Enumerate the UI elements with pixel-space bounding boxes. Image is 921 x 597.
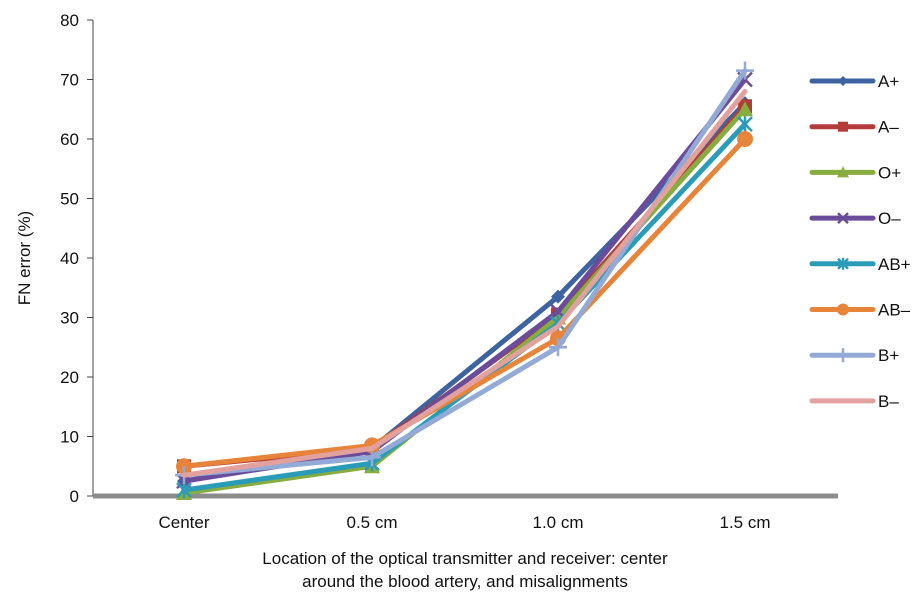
y-tick-label: 80 <box>60 11 79 30</box>
legend-marker <box>837 166 849 178</box>
series-b-pos <box>175 61 754 485</box>
series-line-o-neg <box>181 77 748 484</box>
series-line-b-neg <box>181 88 748 478</box>
y-tick-label: 0 <box>70 487 79 506</box>
legend-item-a-pos: A+ <box>809 72 899 91</box>
legend-marker <box>836 348 850 363</box>
y-tick-label: 50 <box>60 190 79 209</box>
legend-label: AB– <box>878 301 911 320</box>
data-point-b-pos <box>363 448 381 467</box>
y-tick-label: 40 <box>60 249 79 268</box>
x-tick-label: Center <box>158 513 209 532</box>
legend-item-o-pos: O+ <box>809 163 901 182</box>
y-ticks: 0 10 20 30 40 50 60 70 80 <box>60 11 93 506</box>
series-line-ab-neg <box>181 136 748 469</box>
legend-item-o-neg: O– <box>809 209 901 228</box>
x-ticks: Center 0.5 cm 1.0 cm 1.5 cm <box>158 513 770 532</box>
legend-marker <box>838 121 848 132</box>
data-point-o-pos <box>737 101 753 117</box>
legend-marker <box>838 76 848 86</box>
data-point-ab-pos <box>737 116 753 133</box>
y-tick-label: 20 <box>60 368 79 387</box>
y-axis-title: FN error (%) <box>15 211 34 305</box>
series-line-b-pos <box>181 68 748 478</box>
legend-marker <box>837 303 849 316</box>
data-point-ab-pos <box>176 482 192 499</box>
data-point-b-pos <box>736 61 754 80</box>
series-line-a-neg <box>181 103 748 469</box>
series-a-neg <box>177 99 752 474</box>
x-tick-label: 0.5 cm <box>346 513 397 532</box>
x-axis-title-line-2: around the blood artery, and misalignmen… <box>302 572 628 591</box>
series-lines <box>175 61 754 501</box>
legend: A+ A– O+ O– AB+ AB– B+ B– <box>809 72 911 411</box>
legend-label: B+ <box>878 346 899 365</box>
data-point-ab-neg <box>737 131 753 147</box>
data-point-a-pos <box>551 289 565 304</box>
series-line-o-pos <box>181 106 748 496</box>
x-axis-title-line-1: Location of the optical transmitter and … <box>262 549 668 568</box>
series-b-neg <box>181 88 748 478</box>
legend-item-ab-neg: AB– <box>809 301 911 320</box>
legend-item-ab-pos: AB+ <box>809 255 911 274</box>
series-line-ab-pos <box>181 121 748 493</box>
marker-stroke <box>550 303 566 320</box>
legend-label: A+ <box>878 72 899 91</box>
y-tick-label: 60 <box>60 130 79 149</box>
legend-marker <box>837 212 849 224</box>
legend-marker <box>837 257 849 270</box>
legend-item-b-neg: B– <box>809 392 899 411</box>
legend-label: O– <box>878 209 901 228</box>
series-a-pos <box>177 96 752 489</box>
marker-stroke <box>837 212 849 224</box>
y-tick-label: 30 <box>60 309 79 328</box>
legend-label: O+ <box>878 163 901 182</box>
legend-item-b-pos: B+ <box>809 346 899 365</box>
legend-item-a-neg: A– <box>809 118 899 137</box>
data-point-b-pos <box>549 338 567 357</box>
y-tick-label: 10 <box>60 428 79 447</box>
series-o-pos <box>176 101 753 501</box>
legend-label: A– <box>878 118 899 137</box>
x-tick-label: 1.0 cm <box>532 513 583 532</box>
y-tick-label: 70 <box>60 71 79 90</box>
series-ab-pos <box>176 116 753 499</box>
series-line-a-pos <box>181 100 748 484</box>
legend-label: B– <box>878 392 899 411</box>
legend-label: AB+ <box>878 255 911 274</box>
series-o-neg <box>176 71 753 490</box>
x-tick-label: 1.5 cm <box>719 513 770 532</box>
